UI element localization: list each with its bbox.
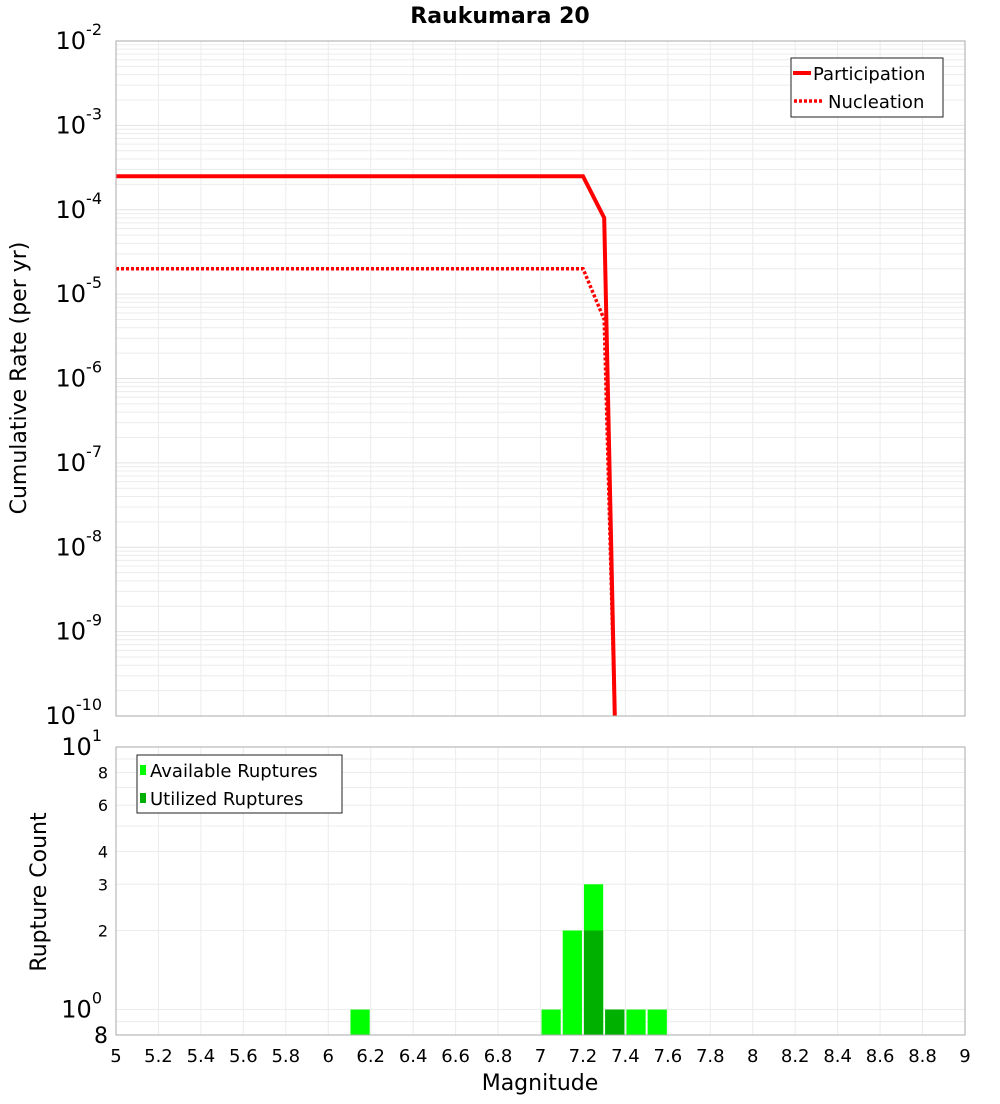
participation-legend-label: Participation (813, 64, 925, 85)
utilized-legend-swatch (140, 793, 146, 803)
y-tick-label: 2 (98, 922, 108, 941)
y-tick-label: 4 (98, 842, 108, 861)
available-ruptures-bar (562, 930, 582, 1035)
top-plot-lines (116, 174, 617, 717)
x-tick-label: 8 (747, 1046, 758, 1067)
bottom-y-axis-label: Rupture Count (27, 812, 52, 972)
x-tick-label: 6.8 (484, 1046, 513, 1067)
available-ruptures-bar (350, 1009, 370, 1035)
x-tick-label: 8.4 (823, 1046, 852, 1067)
y-tick-label: 10-9 (56, 611, 103, 646)
x-tick-label: 8.6 (866, 1046, 895, 1067)
x-tick-label: 8.8 (908, 1046, 937, 1067)
x-tick-label: 6.6 (441, 1046, 470, 1067)
utilized-ruptures-bar (583, 930, 604, 1035)
y-tick-label: 10-5 (56, 273, 103, 308)
available-legend-swatch (140, 765, 146, 775)
nucleation-line (116, 266, 617, 717)
top-y-axis-label: Cumulative Rate (per yr) (7, 242, 32, 515)
x-tick-label: 6.2 (356, 1046, 385, 1067)
top-legend-box (790, 57, 944, 118)
top-y-axis-ticks: 10-2 10-3 10-4 10-5 10-6 10-7 10-8 10-9 10-10 (45, 20, 102, 730)
y-tick-label: 10-8 (56, 526, 103, 561)
y-tick-label: 6 (98, 796, 108, 815)
y-tick-label: 10-2 (56, 20, 103, 55)
bottom-plot-bars (350, 884, 667, 1035)
y-tick-label: 10-4 (56, 189, 103, 224)
x-axis-label: Magnitude (482, 1071, 599, 1096)
bottom-legend-box (136, 754, 343, 814)
nucleation-legend-label: Nucleation (828, 92, 924, 113)
utilized-legend-label: Utilized Ruptures (150, 789, 303, 810)
top-plot-frame (115, 40, 966, 717)
available-legend-label: Available Ruptures (150, 761, 318, 782)
x-tick-label: 5.4 (187, 1046, 216, 1067)
x-tick-label: 7.6 (654, 1046, 683, 1067)
x-tick-label: 5.2 (144, 1046, 173, 1067)
x-tick-label: 5.6 (229, 1046, 258, 1067)
available-ruptures-bar (626, 1009, 646, 1035)
y-tick-label: 10-10 (45, 695, 102, 730)
y-tick-label: 10-7 (56, 442, 103, 477)
x-axis-ticks: 5 5.2 5.4 5.6 5.8 6 6.2 6.4 6.6 6.8 7 7.2 7.4 7.6 7.8 8… (110, 1046, 970, 1067)
x-tick-label: 9 (959, 1046, 970, 1067)
utilized-ruptures-bar (605, 1009, 625, 1035)
x-tick-label: 5.8 (271, 1046, 300, 1067)
x-tick-label: 7.2 (569, 1046, 598, 1067)
x-tick-label: 7 (535, 1046, 546, 1067)
bottom-legend: Available Ruptures Utilized Ruptures (136, 754, 343, 814)
y-tick-label: 10-3 (56, 104, 103, 139)
bottom-plot-frame (115, 746, 966, 1036)
y-tick-label: 8 (94, 1024, 108, 1049)
available-ruptures-bar (541, 1009, 561, 1035)
x-tick-label: 6.4 (399, 1046, 428, 1067)
y-tick-label: 10-6 (56, 358, 103, 393)
y-tick-label: 100 (61, 989, 102, 1024)
top-legend: Participation Nucleation (790, 57, 944, 118)
chart-title: Raukumara 20 (410, 4, 589, 29)
x-tick-label: 8.2 (781, 1046, 810, 1067)
y-tick-label: 101 (61, 726, 102, 761)
available-ruptures-bar (647, 1009, 667, 1035)
x-tick-label: 7.4 (611, 1046, 640, 1067)
top-plot-grid (115, 40, 966, 717)
x-tick-label: 6 (323, 1046, 334, 1067)
participation-line (116, 174, 617, 717)
x-tick-label: 7.8 (696, 1046, 725, 1067)
y-tick-label: 8 (98, 763, 108, 782)
y-tick-label: 3 (98, 875, 108, 894)
x-tick-label: 5 (110, 1046, 121, 1067)
